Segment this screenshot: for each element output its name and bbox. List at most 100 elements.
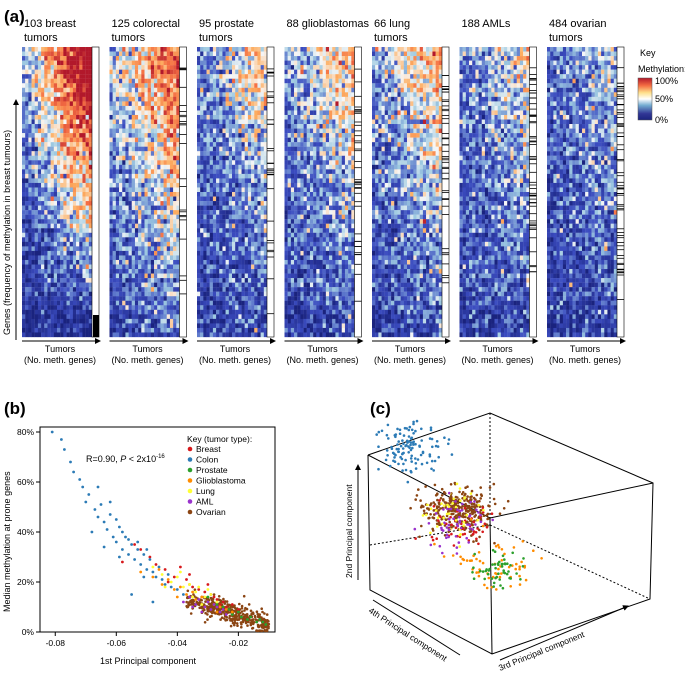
heatmap-cell [247, 192, 252, 197]
heatmap-cell [344, 87, 349, 93]
heatmap-cell [79, 101, 83, 107]
heatmap-cell [169, 232, 174, 238]
heatmap-cell [232, 83, 236, 88]
heatmap-cell [209, 278, 214, 283]
heatmap-cell [34, 178, 39, 184]
heatmap-cell [144, 223, 148, 229]
heatmap-cell [316, 114, 320, 120]
heatmap-cell [173, 92, 177, 97]
heatmap-cell [88, 287, 93, 292]
heatmap-cell [128, 196, 132, 202]
heatmap-cell [297, 178, 301, 184]
heatmap-cell [112, 128, 117, 134]
heatmap-cell [69, 300, 74, 306]
heatmap-cell [260, 187, 264, 193]
heatmap-cell [44, 178, 48, 184]
heatmap-cell [50, 128, 54, 134]
heatmap-cell [216, 178, 220, 184]
heatmap-cell [306, 110, 311, 116]
heatmap-cell [216, 110, 220, 116]
heatmap-cell [251, 87, 255, 93]
heatmap-cell [157, 83, 161, 88]
heatmap-cell [157, 214, 161, 220]
heatmap-cell [251, 164, 255, 170]
heatmap-cell [119, 60, 123, 66]
heatmap-cell [335, 74, 339, 79]
heatmap-cell [244, 246, 249, 252]
heatmap-cell [82, 318, 86, 324]
heatmap-cell [50, 278, 54, 283]
heatmap-cell [147, 119, 152, 125]
heatmap-cell [34, 182, 39, 188]
heatmap-cell [329, 173, 333, 179]
heatmap-cell [41, 101, 45, 107]
heatmap-cell [128, 51, 132, 57]
heatmap-cell [197, 223, 201, 229]
heatmap-cell [206, 56, 210, 61]
heatmap-cell [197, 96, 201, 102]
heatmap-cell [37, 169, 42, 175]
heatmap-cell [222, 128, 226, 134]
heatmap-cell [31, 278, 35, 283]
heatmap-cell [335, 114, 339, 120]
heatmap-cell [176, 269, 180, 274]
heatmap-cell [238, 142, 242, 147]
heatmap-cell [82, 96, 86, 102]
heatmap-cell [69, 223, 74, 229]
heatmap-cell [122, 155, 126, 161]
heatmap-cell [88, 228, 93, 233]
heatmap-cell [109, 65, 113, 70]
heatmap-cell [241, 273, 245, 279]
heatmap-cell [85, 47, 89, 52]
heatmap-cell [85, 51, 89, 57]
heatmap-cell [254, 323, 258, 329]
heatmap-cell [31, 259, 35, 265]
heatmap-cell [76, 69, 80, 75]
heatmap-cell [50, 327, 54, 333]
heatmap-cell [119, 255, 123, 261]
heatmap-cell [176, 282, 180, 288]
heatmap-cell [222, 96, 226, 102]
heatmap-cell [316, 124, 320, 129]
heatmap-cell [219, 56, 223, 61]
heatmap-cell [154, 255, 158, 261]
heatmap-cell [22, 105, 26, 111]
heatmap-cell [34, 87, 39, 93]
heatmap-cell [25, 323, 29, 329]
heatmap-cell [166, 269, 171, 274]
heatmap-cell [222, 87, 226, 93]
heatmap-cell [216, 60, 220, 66]
heatmap-cell [150, 187, 155, 193]
heatmap-cell [200, 241, 204, 247]
heatmap-cell [128, 101, 132, 107]
heatmap-cell [316, 74, 320, 79]
heatmap-cell [228, 92, 233, 97]
heatmap-cell [306, 65, 311, 70]
heatmap-cell [57, 250, 61, 256]
heatmap-cell [134, 51, 139, 57]
heatmap-cell [316, 69, 320, 75]
heatmap-cell [41, 182, 45, 188]
heatmap-cell [232, 155, 236, 161]
heatmap-cell [206, 173, 210, 179]
heatmap-cell [141, 173, 145, 179]
heatmap-cell [173, 309, 177, 315]
heatmap-cell [141, 255, 145, 261]
heatmap-cell [66, 318, 70, 324]
heatmap-cell [219, 214, 223, 220]
heatmap-cell [109, 164, 113, 170]
heatmap-cell [263, 278, 268, 283]
heatmap-cell [154, 187, 158, 193]
heatmap-cell [325, 146, 330, 152]
heatmap-cell [28, 223, 32, 229]
heatmap-cell [25, 259, 29, 265]
heatmap-cell [115, 232, 120, 238]
heatmap-cell [163, 47, 167, 52]
heatmap-cell [228, 128, 233, 134]
heatmap-cell [169, 178, 174, 184]
heatmap-cell [197, 169, 201, 175]
heatmap-cell [119, 192, 123, 197]
heatmap-cell [284, 47, 288, 52]
heatmap-cell [134, 74, 139, 79]
